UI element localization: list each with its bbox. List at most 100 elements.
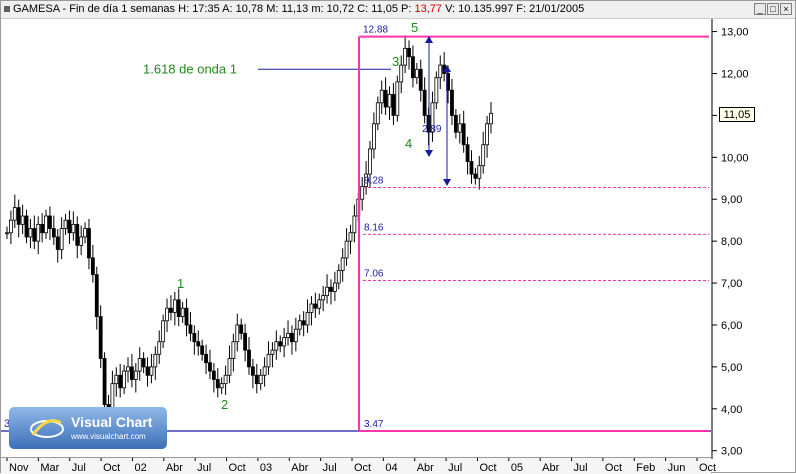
maximize-button[interactable]: □ xyxy=(767,3,779,15)
m-value: 11,13 xyxy=(281,3,309,15)
candle xyxy=(258,368,263,390)
candle xyxy=(83,222,87,244)
minimize-button[interactable]: _ xyxy=(754,3,766,15)
y-tick-label: 6,00 xyxy=(721,320,742,332)
fib-label-928: 9.28 xyxy=(364,175,384,186)
candle xyxy=(485,115,489,158)
candle xyxy=(360,177,365,211)
x-tick-label: Oct xyxy=(103,462,120,474)
window-menu-icon[interactable] xyxy=(4,6,10,12)
candle xyxy=(176,288,181,327)
x-tick-label: 04 xyxy=(385,462,397,474)
h-label: H: xyxy=(178,3,190,15)
x-tick-label: Oct xyxy=(229,462,246,474)
candle xyxy=(215,368,220,398)
candle xyxy=(94,266,99,330)
candle xyxy=(336,264,341,290)
logo-url: www.visualchart.com xyxy=(71,432,146,441)
wave-label-3: 3 xyxy=(392,54,399,69)
x-tick-label: Jul xyxy=(323,462,337,474)
candle xyxy=(442,52,447,82)
c-value: 11,05 xyxy=(371,3,398,15)
candle xyxy=(438,55,443,89)
y-tick-label: 5,00 xyxy=(721,362,742,374)
candle xyxy=(102,352,107,411)
candle xyxy=(457,114,462,144)
x-tick-label: Jul xyxy=(72,462,86,474)
candle xyxy=(204,344,208,375)
y-tick-label: 8,00 xyxy=(721,236,742,248)
close-button[interactable]: × xyxy=(780,3,792,15)
candle xyxy=(59,217,64,260)
candle xyxy=(180,301,185,323)
candle xyxy=(321,285,326,312)
candle xyxy=(231,333,236,372)
y-tick-label: 10,00 xyxy=(721,152,749,164)
candle xyxy=(418,59,423,102)
candle xyxy=(133,363,138,393)
x-tick-label: Oct xyxy=(605,462,622,474)
candle xyxy=(211,363,216,393)
candle xyxy=(489,101,493,134)
visual-chart-logo: Visual Chart www.visualchart.com xyxy=(9,407,167,449)
candle xyxy=(274,330,279,360)
p-label: P: xyxy=(401,3,412,15)
candle xyxy=(254,363,259,394)
candle xyxy=(375,96,380,131)
candle xyxy=(44,209,48,240)
candle xyxy=(192,325,197,355)
v-label: V: xyxy=(445,3,456,15)
c-label: C: xyxy=(357,3,369,15)
logo-name: Visual Chart xyxy=(71,414,153,430)
candle xyxy=(71,211,76,241)
candle xyxy=(32,215,37,250)
candle xyxy=(48,206,52,240)
wave-label-2: 2 xyxy=(221,397,228,412)
candle xyxy=(403,35,408,74)
candle xyxy=(317,293,322,315)
x-tick-label: 03 xyxy=(260,462,272,474)
candle xyxy=(278,335,283,353)
candle xyxy=(149,353,154,384)
candle xyxy=(465,136,470,175)
candle xyxy=(87,218,91,270)
fib-label-816: 8.16 xyxy=(364,222,384,233)
candle xyxy=(130,353,134,388)
candle xyxy=(348,224,353,255)
candle xyxy=(63,213,68,235)
title-separator: - xyxy=(62,3,67,15)
x-tick-label: Abr xyxy=(166,462,183,474)
candles xyxy=(5,35,493,425)
period-text: Fin de día 1 semanas xyxy=(69,3,176,15)
candle xyxy=(430,91,435,142)
candle xyxy=(114,367,119,397)
candle xyxy=(51,215,56,245)
candle xyxy=(383,77,388,115)
x-tick-label: Jul xyxy=(574,462,588,474)
candle xyxy=(196,330,201,356)
x-tick-label: Oct xyxy=(479,462,496,474)
wave-label-1: 1 xyxy=(177,276,184,291)
candle xyxy=(297,314,302,336)
min-value: 10,72 xyxy=(326,3,355,15)
x-axis-bar xyxy=(1,457,711,474)
x-tick-label: Abr xyxy=(417,462,434,474)
candle xyxy=(481,131,486,174)
arrow-up-icon xyxy=(443,65,451,72)
x-tick-label: Oct xyxy=(699,462,716,474)
candle xyxy=(161,314,166,349)
title-bar: GAMESA - Fin de día 1 semanas H: 17:35 A… xyxy=(1,1,795,19)
x-axis: Nov Mar Jul Oct 02 Abr Jul Oct 03 Abr Jul Oct 04 Abr J… xyxy=(6,458,716,474)
min-label: m: xyxy=(311,3,324,15)
arrow-down-icon xyxy=(443,179,451,186)
wave-label-5: 5 xyxy=(411,20,418,35)
candle xyxy=(36,216,41,255)
a-value: 10,78 xyxy=(235,3,264,15)
candle xyxy=(286,320,290,346)
swoosh-icon xyxy=(30,419,64,438)
candle xyxy=(12,194,17,229)
candle xyxy=(344,228,349,266)
x-tick-label: Nov xyxy=(9,462,29,474)
candle xyxy=(200,339,205,361)
